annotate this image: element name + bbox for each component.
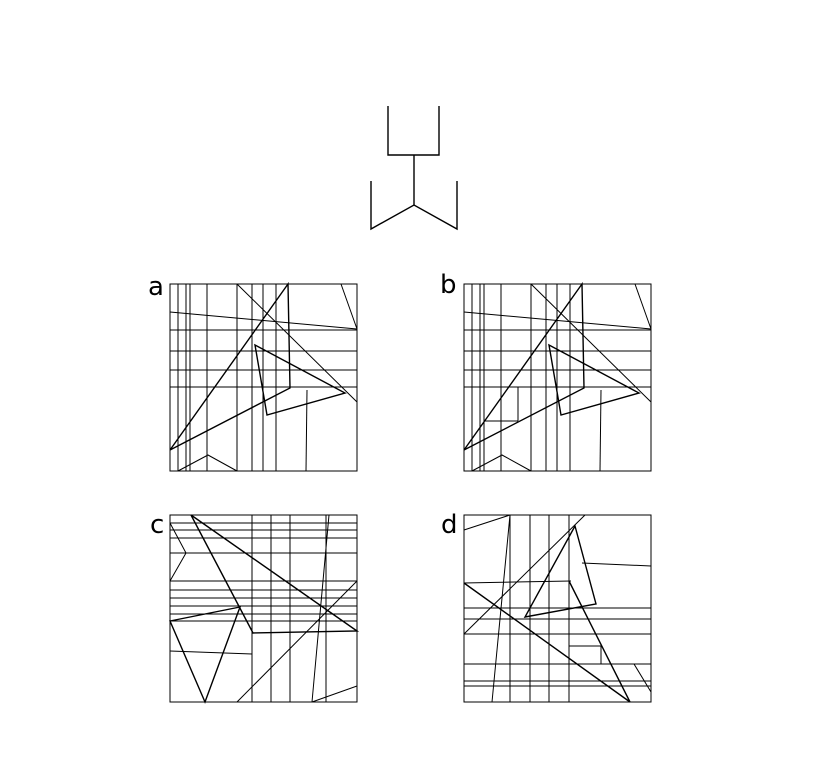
- panel-b-figure: [463, 281, 652, 472]
- panel-b[interactable]: b: [440, 270, 652, 472]
- panel-c-figure: [169, 514, 360, 704]
- panel-c[interactable]: c: [150, 510, 360, 704]
- panel-c-label: c: [150, 510, 164, 540]
- panel-d[interactable]: d: [441, 510, 652, 703]
- panel-a[interactable]: a: [148, 272, 358, 472]
- panel-d-label: d: [441, 510, 458, 540]
- panel-a-label: a: [148, 272, 164, 302]
- panel-a-figure: [169, 281, 358, 472]
- panel-b-label: b: [440, 270, 457, 300]
- panel-d-figure: [463, 514, 652, 703]
- target-shape: [370, 106, 458, 231]
